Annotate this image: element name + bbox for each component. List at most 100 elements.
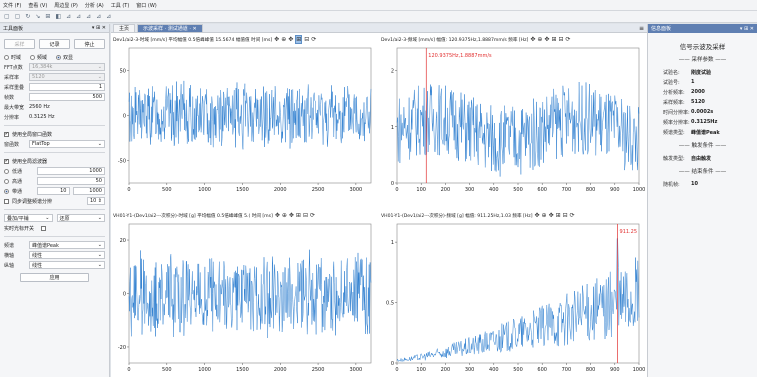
refresh-icon[interactable]: ⟳ xyxy=(311,36,317,43)
y-axis-select[interactable]: 线性 ⌄ xyxy=(29,261,105,269)
bandpass-radio[interactable] xyxy=(4,188,9,194)
info-row: 试验名: 刚度试验 xyxy=(648,67,757,77)
fft-select[interactable]: 16,384k ⌄ xyxy=(29,63,105,71)
zoom-icon[interactable]: ⊕ xyxy=(281,36,287,43)
info-row: 时间分辨率: 0.0002s xyxy=(648,107,757,117)
save-icon[interactable]: ⊟ xyxy=(302,212,308,219)
spectrum-select[interactable]: 峰值谱Peak ⌄ xyxy=(29,241,105,249)
fit-icon[interactable]: ⊞ xyxy=(555,212,561,219)
window-select[interactable]: FlatTop ⌄ xyxy=(29,140,105,148)
save-icon[interactable]: ⊟ xyxy=(304,36,310,43)
record-button[interactable]: 记录 xyxy=(39,39,70,49)
tab-oscilloscope[interactable]: 示波采样 · 测试通道 · ✕ xyxy=(137,24,203,32)
highpass-radio[interactable] xyxy=(4,178,9,184)
toolbar-icon-10[interactable]: ⊿ xyxy=(106,13,112,20)
toolbar-icon-6[interactable]: ⊿ xyxy=(66,13,72,20)
info-value: 0.0002s xyxy=(691,109,714,115)
move-icon[interactable]: ✥ xyxy=(548,212,554,219)
toolbar-icon-5[interactable]: ◧ xyxy=(55,13,62,20)
fit-icon[interactable]: ⊞ xyxy=(551,36,557,43)
chart-top-right: Dev1/ai2-3-频域 [mm/s] 幅值: 120.9375Hz,1.88… xyxy=(381,35,645,195)
menu-item-4[interactable]: 工具 (T) xyxy=(110,2,130,9)
save-icon[interactable]: ⊟ xyxy=(562,212,568,219)
apply-button[interactable]: 应用 xyxy=(20,273,89,282)
zoom-icon[interactable]: ⊕ xyxy=(537,36,543,43)
tab-home[interactable]: 主页 xyxy=(113,24,136,32)
toolbar-icon-0[interactable]: ▢ xyxy=(4,13,10,20)
menu-item-5[interactable]: 窗口 (W) xyxy=(136,2,157,9)
lowpass-label: 低通 xyxy=(12,168,23,175)
menu-item-3[interactable]: 分析 (A) xyxy=(84,2,104,9)
stop-button[interactable]: 停止 xyxy=(74,39,105,49)
sync-checkbox[interactable] xyxy=(4,198,9,204)
bandwidth-value: 2560 Hz xyxy=(29,104,50,110)
highpass-input[interactable]: 50 xyxy=(37,177,105,185)
move-icon[interactable]: ✥ xyxy=(288,212,294,219)
x-tick-label: 1000 xyxy=(633,187,645,193)
menu-item-0[interactable]: 文件 (F) xyxy=(3,2,22,9)
realtime-checkbox[interactable] xyxy=(41,225,47,231)
refresh-icon[interactable]: ⟳ xyxy=(309,212,316,219)
pan-icon[interactable]: ✥ xyxy=(274,212,280,219)
lowpass-input[interactable]: 1000 xyxy=(37,167,105,175)
bandpass-high-input[interactable]: 1000 xyxy=(72,187,105,195)
refresh-icon[interactable]: ⟳ xyxy=(565,36,571,43)
zoom-icon[interactable]: ⊕ xyxy=(541,212,547,219)
info-value: 5120 xyxy=(691,99,705,105)
menu-item-1[interactable]: 查看 (V) xyxy=(28,2,48,9)
radio-freq-domain[interactable]: 频域 xyxy=(30,54,47,61)
refresh-icon[interactable]: ⟳ xyxy=(569,212,575,219)
panel-controls[interactable]: ▾ ⊞ ✕ xyxy=(739,25,754,32)
move-icon[interactable]: ✥ xyxy=(288,36,294,43)
y-tick-label: 1 xyxy=(391,125,394,131)
end-condition-heading: —— 结束条件 —— xyxy=(678,169,727,175)
toolbar-icon-7[interactable]: ⊿ xyxy=(76,13,82,20)
toolbar-icon-4[interactable]: ⊞ xyxy=(45,13,51,20)
chevron-down-icon: ⌄ xyxy=(97,74,102,80)
pan-icon[interactable]: ✥ xyxy=(274,36,280,43)
info-row: 分析频率: 2000 xyxy=(648,87,757,97)
bandpass-low-input[interactable]: 10 xyxy=(37,187,70,195)
info-key: 频谱类型: xyxy=(663,129,685,136)
filter-checkbox[interactable]: ✔ xyxy=(4,158,9,164)
toolbar-icon-8[interactable]: ⊿ xyxy=(86,13,92,20)
window-checkbox[interactable]: ✔ xyxy=(4,131,9,137)
x-axis-select[interactable]: 线性 ⌄ xyxy=(29,251,105,259)
toolbar-icon-3[interactable]: ↘ xyxy=(35,13,41,20)
restore-dropdown[interactable]: 还原 ⌄ xyxy=(56,214,105,222)
chart-bottom-left: VH01-Y1-(Dev1/ai2---次积分)-时域 [g] 平均幅值 0.5… xyxy=(113,211,377,375)
x-tick-label: 3000 xyxy=(350,187,363,193)
chart-header: Dev1/ai2-3-时域 [mm/s] 平均幅值 0.5倍峰峰值 15.567… xyxy=(113,35,316,44)
lowpass-radio[interactable] xyxy=(4,168,9,174)
move-icon[interactable]: ✥ xyxy=(544,36,550,43)
sample-button[interactable]: 采样 xyxy=(4,39,35,49)
layout-dropdown[interactable]: 叠加/平铺 ⌄ xyxy=(4,214,53,222)
fit-icon[interactable]: ⊞ xyxy=(295,35,303,44)
toolbar-icon-9[interactable]: ⊿ xyxy=(96,13,102,20)
panel-controls[interactable]: ▾ ⊞ ✕ xyxy=(91,25,106,31)
menu-item-2[interactable]: 周边显 (P) xyxy=(54,2,78,9)
frames-input[interactable]: 500 xyxy=(29,93,105,101)
fft-label: FFT点数 xyxy=(4,64,23,71)
x-tick-label: 300 xyxy=(465,187,475,193)
radio-dual-display[interactable]: 双显 xyxy=(56,54,73,61)
tool-panel: 工具面板 ▾ ⊞ ✕ 采样 记录 停止 时域 频域 双显 FFT点数 16,384… xyxy=(0,24,110,377)
info-row: 频率分辨率: 0.3125Hz xyxy=(648,117,757,127)
x-tick-label: 1500 xyxy=(236,187,249,193)
overlap-input[interactable]: 1 xyxy=(29,83,105,91)
fit-icon[interactable]: ⊞ xyxy=(295,212,301,219)
window-check-label: 使用全局窗口函数 xyxy=(12,131,53,138)
sync-stepper[interactable]: 10 ⇕ xyxy=(87,197,105,205)
toolbar-icon-2[interactable]: ↻ xyxy=(25,13,31,20)
radio-time-domain[interactable]: 时域 xyxy=(4,54,21,61)
x-tick-label: 2000 xyxy=(274,187,287,193)
realtime-label: 实时光标开关 xyxy=(4,225,35,232)
pan-icon[interactable]: ✥ xyxy=(530,36,536,43)
rate-select[interactable]: 5120 ⌄ xyxy=(29,73,105,81)
pan-icon[interactable]: ✥ xyxy=(534,212,540,219)
zoom-icon[interactable]: ⊕ xyxy=(281,212,287,219)
toolbar-icon-1[interactable]: ▢ xyxy=(14,13,21,20)
info-panel-title: 信息面板 xyxy=(651,26,672,32)
save-icon[interactable]: ⊟ xyxy=(558,36,564,43)
tab-menu-icon[interactable]: ≡ xyxy=(638,25,644,32)
